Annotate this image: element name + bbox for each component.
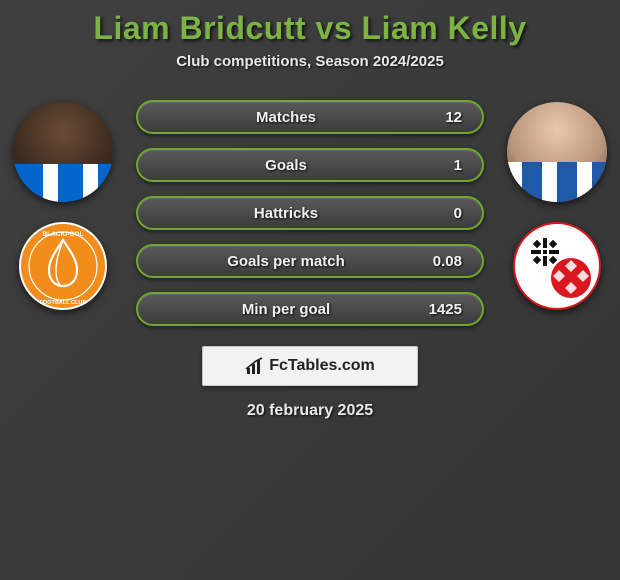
right-column [502,98,612,310]
stat-row-goals: Goals 1 [136,148,484,182]
player-right-avatar [507,102,607,202]
page-title: Liam Bridcutt vs Liam Kelly [0,10,620,47]
source-badge: FcTables.com [202,346,418,386]
stat-label: Hattricks [158,205,414,222]
svg-text:FOOTBALL CLUB: FOOTBALL CLUB [40,300,87,306]
blackpool-crest-icon: BLACKPOOL FOOTBALL CLUB [19,222,107,310]
stat-label: Goals [158,157,414,174]
page-subtitle: Club competitions, Season 2024/2025 [0,53,620,70]
player-left-avatar [13,102,113,202]
svg-text:BLACKPOOL: BLACKPOOL [42,231,83,238]
stat-value: 0 [414,205,462,222]
stat-value: 0.08 [414,253,462,270]
stat-row-min-per-goal: Min per goal 1425 [136,292,484,326]
club-right-badge [513,222,601,310]
main-row: BLACKPOOL FOOTBALL CLUB Matches 12 Goals… [0,98,620,326]
rotherham-crest-icon [513,222,601,310]
stat-label: Min per goal [158,301,414,318]
left-column: BLACKPOOL FOOTBALL CLUB [8,98,118,310]
source-label: FcTables.com [269,357,375,375]
stat-value: 12 [414,109,462,126]
date-line: 20 february 2025 [0,402,620,420]
stat-row-goals-per-match: Goals per match 0.08 [136,244,484,278]
stat-label: Matches [158,109,414,126]
chart-icon [245,356,265,376]
stat-value: 1 [414,157,462,174]
stat-value: 1425 [414,301,462,318]
club-left-badge: BLACKPOOL FOOTBALL CLUB [19,222,107,310]
stat-label: Goals per match [158,253,414,270]
comparison-card: Liam Bridcutt vs Liam Kelly Club competi… [0,0,620,420]
stats-column: Matches 12 Goals 1 Hattricks 0 Goals per… [118,98,502,326]
stat-row-matches: Matches 12 [136,100,484,134]
stat-row-hattricks: Hattricks 0 [136,196,484,230]
